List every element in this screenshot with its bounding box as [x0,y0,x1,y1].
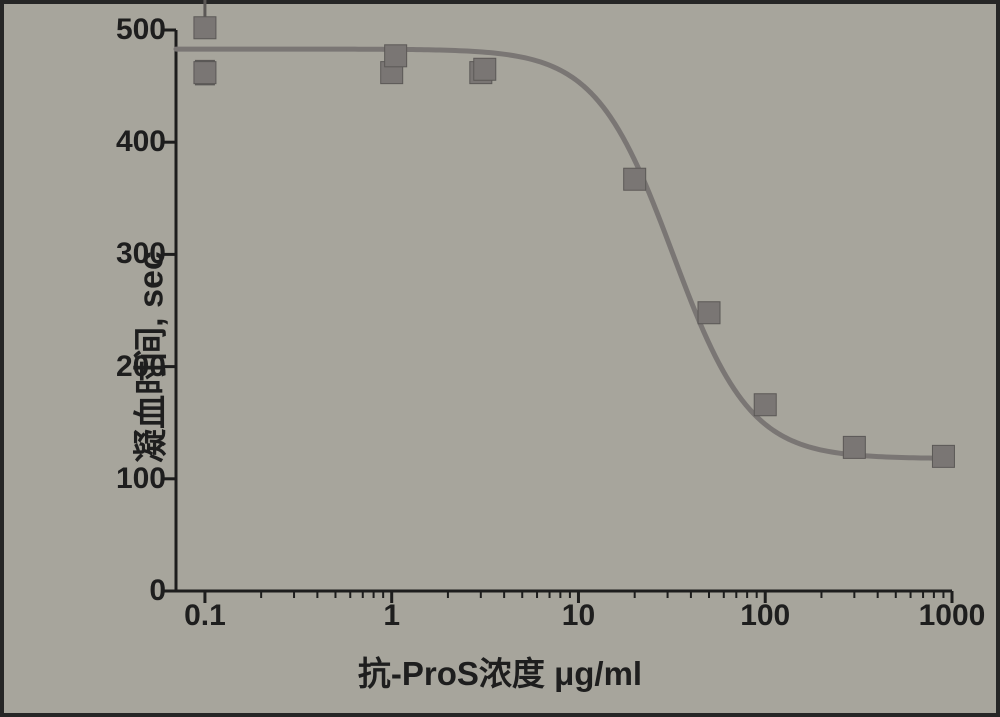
x-tick-label: 100 [740,591,790,633]
x-tick-label: 1000 [919,591,986,633]
x-axis-label: 抗-ProS浓度 μg/ml [36,647,964,695]
chart-frame: 凝血时间, sec 抗-ProS浓度 μg/ml 010020030040050… [0,0,1000,717]
y-tick-label: 200 [116,350,176,384]
y-tick-label: 400 [116,125,176,159]
y-tick-label: 100 [116,462,176,496]
x-tick-label: 1 [383,591,400,633]
plot-area: 01002003004005000.11101001000 [176,30,952,591]
y-tick-label: 500 [116,13,176,47]
y-tick-label: 300 [116,237,176,271]
chart-svg [176,30,952,591]
x-tick-label: 10 [562,591,595,633]
y-tick-label: 0 [149,574,176,608]
x-tick-label: 0.1 [184,591,226,633]
chart-outer: 凝血时间, sec 抗-ProS浓度 μg/ml 010020030040050… [36,22,964,691]
